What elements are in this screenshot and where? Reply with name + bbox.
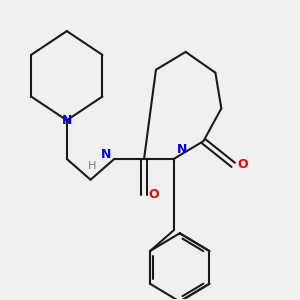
Text: O: O (148, 188, 159, 201)
Text: H: H (88, 161, 97, 171)
Text: N: N (177, 143, 187, 156)
Text: N: N (61, 114, 72, 127)
Text: O: O (238, 158, 248, 171)
Text: N: N (101, 148, 111, 161)
